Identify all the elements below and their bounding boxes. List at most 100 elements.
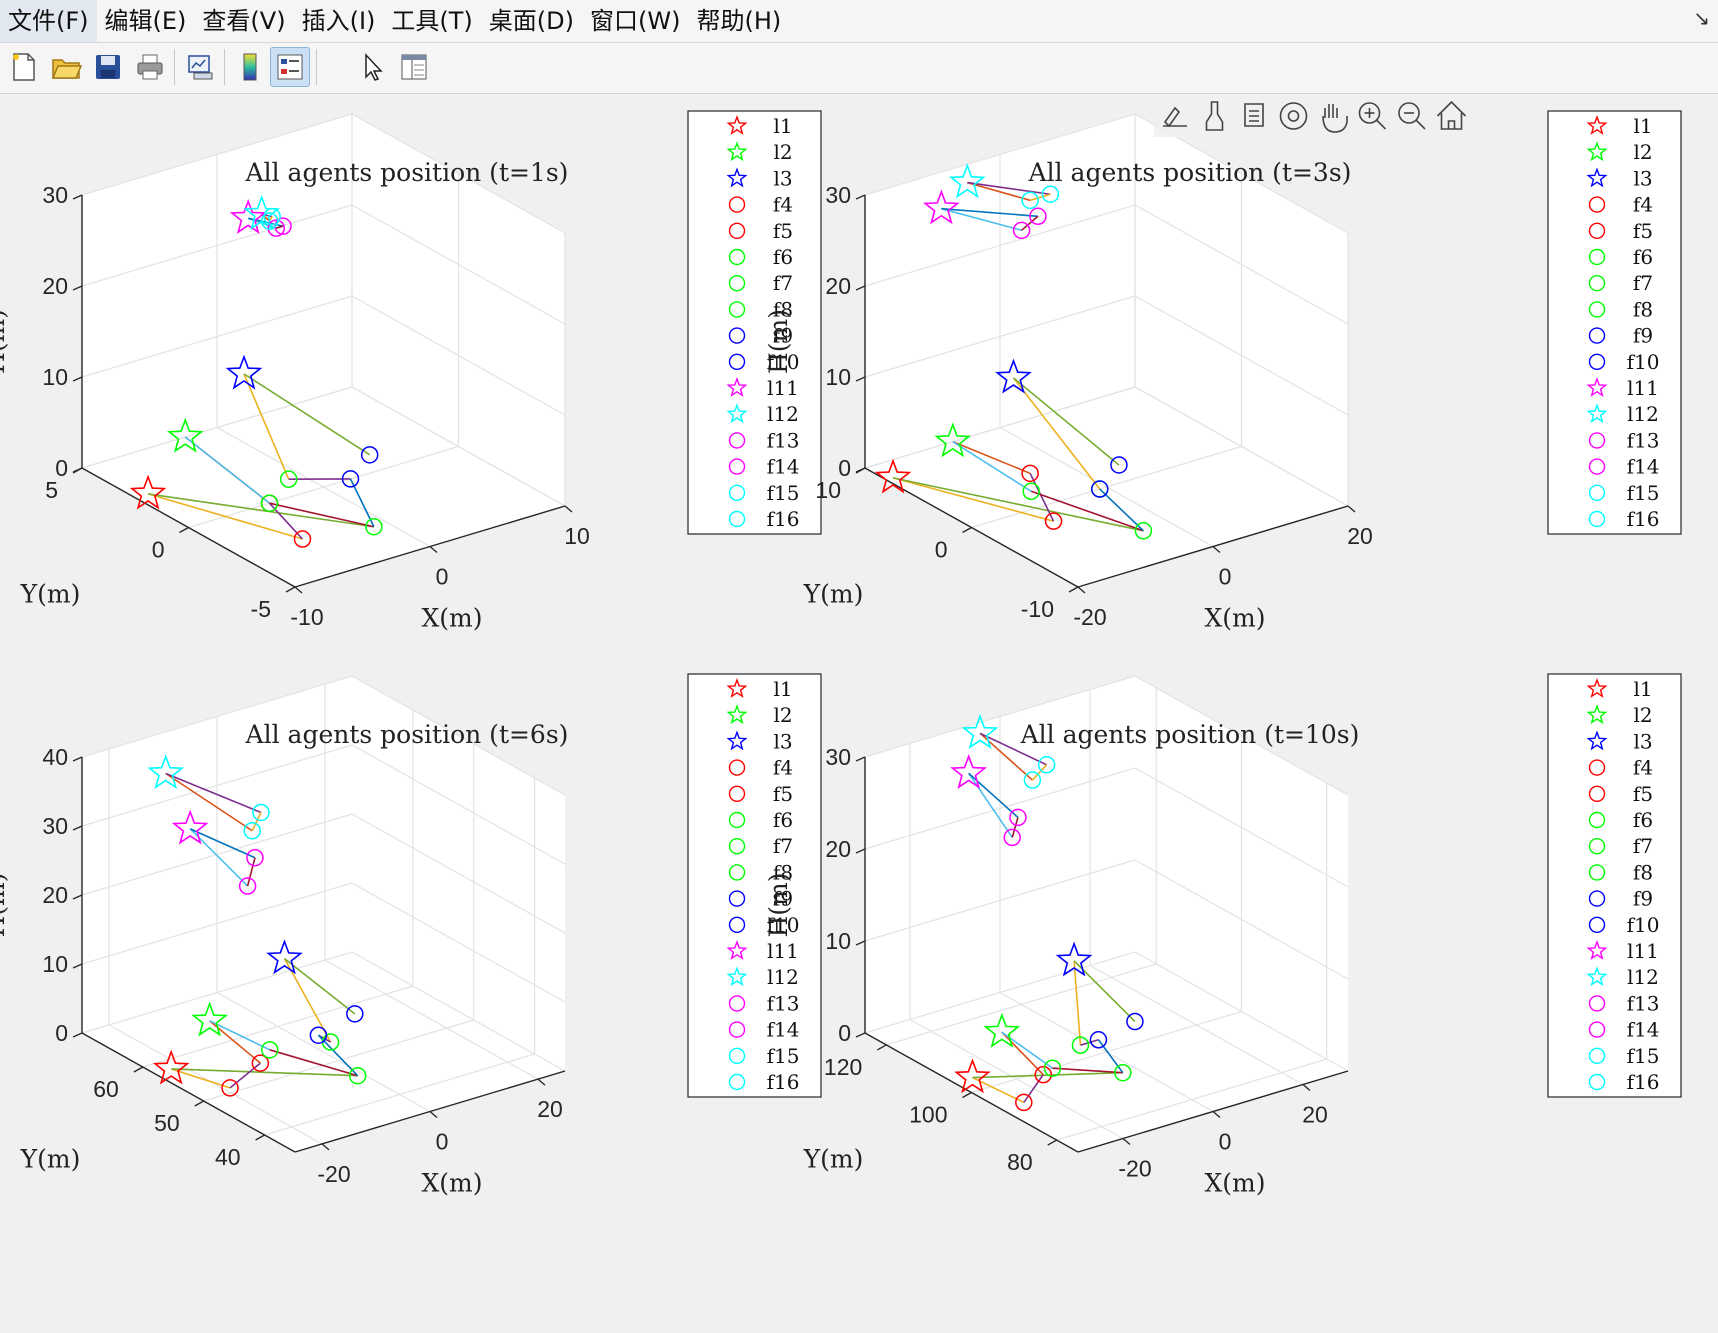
agent-f8-marker (279, 470, 298, 488)
legend-marker-circle (1588, 196, 1606, 213)
legend-label: l12 (767, 402, 799, 426)
legend-label: l2 (773, 140, 792, 164)
z-axis-label: H(m) (764, 309, 793, 374)
restore-view-home-icon[interactable] (1436, 100, 1467, 130)
gridline (81, 813, 566, 934)
x-tick (1122, 1138, 1131, 1145)
x-tick-label: -20 (1118, 1156, 1151, 1182)
y-tick-label: 60 (93, 1076, 119, 1102)
legend-label: f9 (773, 887, 793, 911)
brush-icon[interactable] (1205, 101, 1224, 131)
agent-l1-marker (954, 1058, 991, 1094)
agent-f14-marker (246, 848, 264, 867)
gridline (971, 735, 1243, 1094)
agent-l11-marker (950, 754, 987, 789)
z-tick-label: 40 (42, 744, 68, 770)
y-tick-label: 10 (815, 477, 841, 503)
legend-marker-circle (1588, 916, 1606, 933)
x-tick (1077, 586, 1086, 594)
agent-link (1097, 1039, 1124, 1074)
legend-marker-circle (1588, 327, 1606, 344)
agent-link (1029, 193, 1051, 202)
z-tick-label: 30 (42, 813, 68, 839)
gridline (864, 767, 1349, 888)
property-inspector-icon[interactable] (394, 47, 434, 87)
legend-label: f8 (773, 297, 793, 321)
z-tick-label: 20 (42, 882, 68, 908)
z-tick (72, 467, 83, 473)
colorbar-icon[interactable] (230, 47, 270, 87)
agent-link (952, 440, 1032, 492)
legend-label: f9 (1633, 324, 1653, 348)
gridline (864, 114, 1136, 469)
agent-link (1001, 1031, 1044, 1076)
legend-marker-star (1586, 966, 1608, 987)
agent-f15-marker (1023, 771, 1042, 789)
agent-link (165, 772, 253, 832)
agent-f14-marker (1029, 207, 1047, 226)
gridline (1056, 783, 1328, 1141)
legend-label: f15 (1627, 481, 1660, 505)
agent-link (941, 207, 1039, 218)
y-tick-label: 0 (152, 537, 165, 563)
agent-link (968, 772, 1013, 838)
legend-marker-star (726, 376, 748, 397)
menu-view[interactable]: 查看(V) (202, 7, 286, 35)
x-axis-label: X(m) (421, 1169, 482, 1198)
agent-f14-marker (1009, 808, 1027, 827)
menu-insert[interactable]: 插入(I) (301, 7, 376, 35)
legend-label: l11 (1627, 939, 1659, 963)
legend-label: f14 (1627, 455, 1660, 479)
menu-window[interactable]: 窗口(W) (590, 7, 681, 35)
menu-tools[interactable]: 工具(T) (391, 7, 473, 35)
chart-title: All agents position (t=6s) (245, 720, 569, 749)
data-tips-icon[interactable] (1244, 103, 1264, 127)
pan-hand-icon[interactable] (1322, 104, 1348, 133)
menu-file[interactable]: 文件(F) (0, 0, 97, 42)
legend-label: l1 (1633, 677, 1652, 701)
x-tick-label: 10 (564, 523, 590, 549)
new-figure-icon[interactable] (4, 47, 44, 87)
agent-f8-marker (1071, 1036, 1090, 1054)
export-icon[interactable] (1163, 106, 1187, 128)
z-tick (72, 376, 83, 382)
legend-label: f14 (1627, 1018, 1660, 1042)
dock-arrow-icon[interactable]: ↘ (1693, 8, 1710, 30)
open-file-icon[interactable] (46, 47, 86, 87)
print-icon[interactable] (130, 47, 170, 87)
save-icon[interactable] (88, 47, 128, 87)
agent-f9-marker (1091, 480, 1109, 498)
x-tick-label: 0 (1219, 564, 1232, 590)
gridline (999, 716, 1214, 1113)
toolbar-separator (174, 49, 175, 85)
chart-title: All agents position (t=1s) (245, 158, 569, 187)
legend-label: f5 (1633, 219, 1653, 243)
legend-marker-circle (1588, 995, 1606, 1012)
agent-l2-marker (166, 417, 204, 453)
y-axis-label: Y(m) (803, 1145, 864, 1174)
menu-help[interactable]: 帮助(H) (696, 7, 782, 35)
legend-marker-circle (728, 432, 746, 449)
x-tick (1302, 1084, 1311, 1091)
subplot-t10[interactable]: -20 0 20 80 100 120 0 10 20 30 X(m) Y(m) H(m) All age… (764, 673, 1682, 1198)
agent-f4-marker (221, 1079, 239, 1097)
legend-marker-circle (1588, 838, 1606, 855)
rotate-3d-icon[interactable] (1279, 102, 1308, 130)
x-tick-label: 20 (1347, 523, 1373, 549)
legend-marker-star (1586, 114, 1608, 135)
zoom-in-icon[interactable] (1358, 102, 1387, 130)
menu-edit[interactable]: 编辑(E) (104, 7, 187, 35)
agent-l12-marker (147, 754, 185, 790)
link-plot-icon[interactable] (180, 47, 220, 87)
edit-plot-pointer-icon[interactable] (352, 47, 392, 87)
menu-desktop[interactable]: 桌面(D) (488, 7, 574, 35)
subplot-t6[interactable]: -20 0 20 40 50 60 0 10 20 30 40 X(m) Y(m) H(m) All age… (0, 673, 822, 1198)
agent-link (147, 493, 375, 528)
z-tick-label: 20 (825, 273, 851, 299)
zoom-out-icon[interactable] (1398, 102, 1426, 130)
legend-icon[interactable] (270, 47, 310, 87)
legend-marker-circle (728, 274, 746, 292)
